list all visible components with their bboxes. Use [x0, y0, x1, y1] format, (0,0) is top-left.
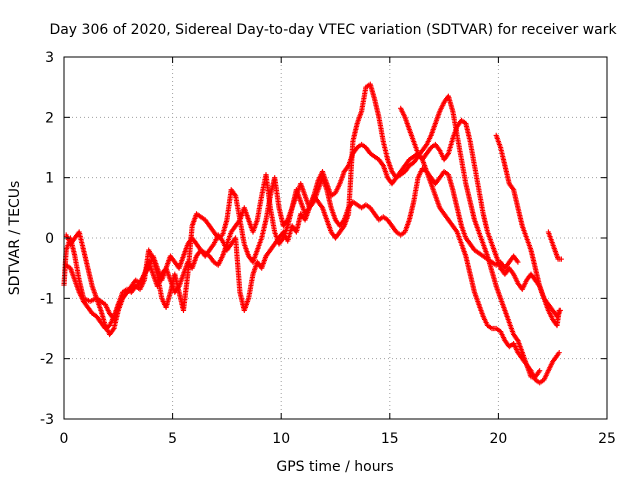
data-point-track-a — [556, 350, 562, 356]
y-tick-label: -3 — [40, 412, 54, 428]
x-tick-label: 25 — [598, 431, 616, 447]
data-marks — [61, 81, 564, 386]
data-point-track-c — [536, 369, 542, 375]
x-tick-label: 10 — [272, 431, 290, 447]
data-point-track-c — [537, 368, 543, 374]
y-tick-label: 2 — [45, 110, 54, 126]
data-point-track-b — [515, 259, 521, 265]
y-tick-label: -1 — [40, 291, 54, 307]
data-point-track-f — [558, 256, 564, 262]
x-axis-label: GPS time / hours — [276, 459, 393, 475]
y-tick-label: -2 — [40, 352, 54, 368]
x-tick-label: 15 — [381, 431, 399, 447]
y-axis-label: SDTVAR / TECUs — [7, 181, 23, 296]
x-tick-label: 5 — [168, 431, 177, 447]
y-tick-label: 3 — [45, 50, 54, 66]
y-tick-label: 1 — [45, 171, 54, 187]
x-tick-label: 0 — [60, 431, 69, 447]
chart-title: Day 306 of 2020, Sidereal Day-to-day VTE… — [49, 22, 617, 38]
x-tick-label: 20 — [489, 431, 507, 447]
data-point-track-e — [557, 307, 563, 313]
axis-ticks: 0 5 10 15 20 25 -3 -2 -1 0 1 2 3 — [40, 50, 616, 447]
y-tick-label: 0 — [45, 231, 54, 247]
